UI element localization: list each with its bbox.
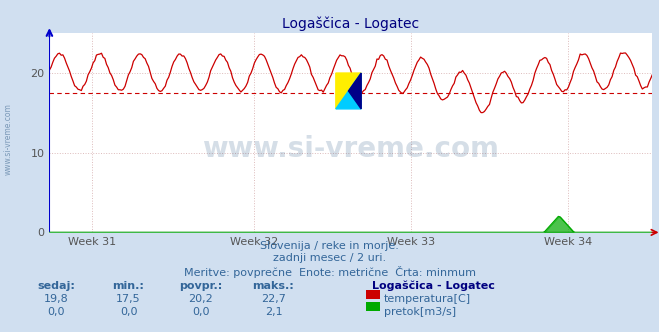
Text: zadnji mesec / 2 uri.: zadnji mesec / 2 uri. [273,253,386,263]
Text: 19,8: 19,8 [43,294,69,304]
Text: min.:: min.: [113,281,144,290]
Text: 2,1: 2,1 [265,307,282,317]
Text: Slovenija / reke in morje.: Slovenija / reke in morje. [260,241,399,251]
Text: maks.:: maks.: [252,281,295,290]
Text: Logaščica - Logatec: Logaščica - Logatec [372,281,495,291]
Text: www.si-vreme.com: www.si-vreme.com [3,104,13,175]
Text: Meritve: povprečne  Enote: metrične  Črta: minmum: Meritve: povprečne Enote: metrične Črta:… [183,266,476,278]
Text: pretok[m3/s]: pretok[m3/s] [384,307,456,317]
Title: Logaščica - Logatec: Logaščica - Logatec [282,16,420,31]
Text: 17,5: 17,5 [116,294,141,304]
Text: 0,0: 0,0 [120,307,137,317]
Text: www.si-vreme.com: www.si-vreme.com [202,135,500,163]
Text: 20,2: 20,2 [188,294,214,304]
Polygon shape [336,73,361,109]
Text: 22,7: 22,7 [261,294,286,304]
Text: sedaj:: sedaj: [37,281,75,290]
Text: temperatura[C]: temperatura[C] [384,294,471,304]
Text: 0,0: 0,0 [47,307,65,317]
Text: 0,0: 0,0 [192,307,210,317]
Polygon shape [349,73,361,109]
Polygon shape [336,73,361,109]
Text: povpr.:: povpr.: [179,281,223,290]
